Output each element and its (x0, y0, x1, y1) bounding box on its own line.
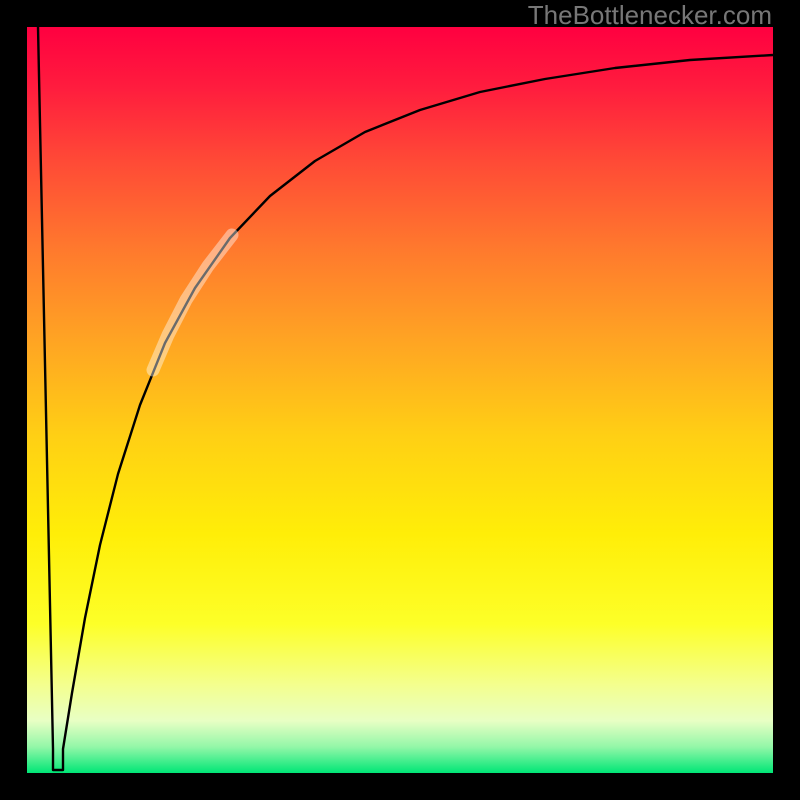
bottleneck-curve (38, 27, 773, 770)
highlight-segment (153, 235, 232, 370)
plot-area (27, 27, 773, 773)
curve-layer (27, 27, 773, 773)
chart-container: TheBottlenecker.com (0, 0, 800, 800)
watermark-text: TheBottlenecker.com (528, 0, 772, 31)
